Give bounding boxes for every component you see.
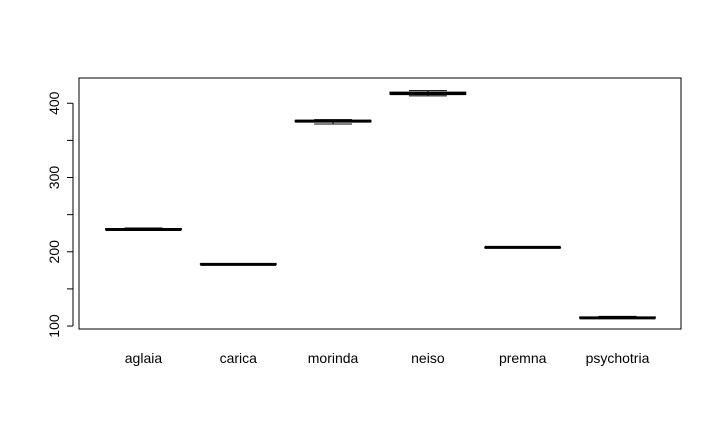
x-axis-labels: aglaia carica morinda neiso premna psychotria bbox=[125, 350, 650, 366]
y-tick-label: 100 bbox=[46, 314, 62, 338]
x-category-label: premna bbox=[499, 350, 547, 366]
box-premna bbox=[484, 245, 562, 249]
box-aglaia bbox=[105, 227, 182, 231]
box-carica bbox=[199, 262, 277, 266]
y-tick-label: 200 bbox=[46, 240, 62, 264]
x-category-label: aglaia bbox=[125, 350, 163, 366]
box-neiso bbox=[389, 90, 467, 97]
plot-frame bbox=[78, 77, 682, 330]
x-category-label: morinda bbox=[308, 350, 359, 366]
x-category-label: neiso bbox=[411, 350, 445, 366]
boxes-group bbox=[105, 90, 656, 320]
box-psychotria bbox=[579, 315, 656, 320]
y-axis: 100 200 300 400 bbox=[46, 91, 74, 338]
y-tick-label: 400 bbox=[46, 91, 62, 115]
x-category-label: psychotria bbox=[586, 350, 650, 366]
y-tick-label: 300 bbox=[46, 166, 62, 190]
box-morinda bbox=[294, 119, 372, 125]
x-category-label: carica bbox=[220, 350, 258, 366]
